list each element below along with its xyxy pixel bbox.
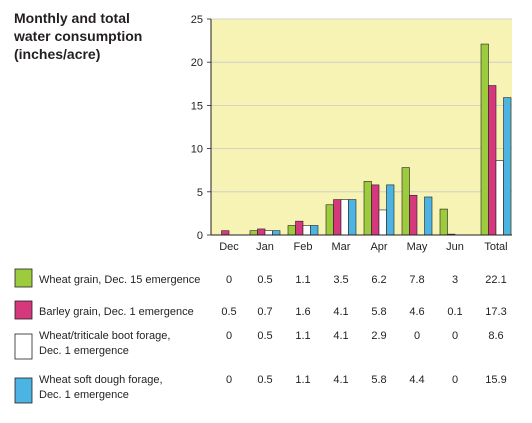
grid-lines	[211, 18, 512, 193]
y-tick-label: 25	[191, 14, 203, 26]
value-label: 2.9	[371, 330, 386, 342]
bar	[424, 196, 433, 236]
bar	[221, 230, 230, 236]
y-axis-ticks: 0 5 10 15 20 25	[191, 14, 211, 242]
value-label: 0.5	[257, 374, 272, 386]
value-label: 4.4	[409, 374, 424, 386]
bar	[495, 160, 504, 236]
legend-label: Wheat/triticale boot forage,	[39, 330, 170, 342]
x-tick-label: Apr	[370, 241, 387, 253]
value-label: 0	[226, 374, 232, 386]
bar	[310, 225, 319, 236]
value-label: 0.1	[447, 306, 462, 318]
bar	[348, 199, 357, 236]
value-label: 5.8	[371, 306, 386, 318]
value-label: 0.5	[257, 330, 272, 342]
bar	[378, 209, 387, 236]
bar	[272, 230, 281, 236]
bar	[363, 181, 372, 236]
x-tick-label: Feb	[294, 241, 313, 253]
value-label: 3.5	[333, 274, 348, 286]
x-tick-label: May	[407, 241, 428, 253]
plot-background	[211, 19, 512, 235]
x-tick-label: Jan	[256, 241, 274, 253]
y-tick-label: 0	[197, 230, 203, 242]
value-label: 1.6	[295, 306, 310, 318]
value-label: 17.3	[485, 306, 506, 318]
bar	[401, 167, 410, 236]
value-label: 0	[226, 274, 232, 286]
value-label: 0	[452, 330, 458, 342]
legend-swatch	[14, 377, 33, 404]
y-tick-label: 5	[197, 187, 203, 199]
value-label: 6.2	[371, 274, 386, 286]
legend-label: Dec. 1 emergence	[39, 345, 129, 357]
bar	[439, 208, 448, 236]
value-label: 15.9	[485, 374, 506, 386]
value-label: 1.1	[295, 374, 310, 386]
legend-swatch	[14, 300, 33, 320]
chart-title: Monthly and total water consumption (inc…	[14, 10, 143, 62]
bar	[302, 225, 311, 236]
y-tick-label: 20	[191, 57, 203, 69]
bar	[340, 199, 349, 236]
bar	[264, 230, 273, 236]
value-label: 0.5	[257, 274, 272, 286]
bar	[480, 43, 489, 236]
value-label: 4.1	[333, 374, 348, 386]
y-tick-label: 15	[191, 100, 203, 112]
bar	[409, 194, 418, 236]
bar	[503, 97, 512, 236]
value-label: 0.7	[257, 306, 272, 318]
x-tick-label: Mar	[332, 241, 351, 253]
y-tick-label: 10	[191, 144, 203, 156]
x-tick-label: Total	[484, 241, 507, 253]
value-label: 4.1	[333, 330, 348, 342]
bar	[488, 85, 497, 236]
value-label: 7.8	[409, 274, 424, 286]
value-label: 3	[452, 274, 458, 286]
bar	[249, 230, 258, 236]
value-label: 5.8	[371, 374, 386, 386]
value-label: 4.1	[333, 306, 348, 318]
bar	[257, 228, 266, 236]
value-label: 0	[414, 330, 420, 342]
legend-swatch	[14, 333, 33, 360]
legend-swatch	[14, 268, 33, 288]
value-label: 0	[452, 374, 458, 386]
value-label: 0.5	[221, 306, 236, 318]
bar	[287, 225, 296, 236]
legend-label: Barley grain, Dec. 1 emergence	[39, 306, 194, 318]
value-label: 1.1	[295, 274, 310, 286]
x-tick-label: Jun	[446, 241, 464, 253]
value-label: 0	[226, 330, 232, 342]
value-label: 22.1	[485, 274, 506, 286]
bars	[221, 43, 512, 236]
bar	[386, 184, 395, 236]
bar	[333, 199, 342, 236]
legend-label: Wheat grain, Dec. 15 emergence	[39, 274, 200, 286]
legend-label: Wheat soft dough forage,	[39, 374, 163, 386]
value-label: 1.1	[295, 330, 310, 342]
x-axis-ticks: Dec Jan Feb Mar Apr May Jun Total	[219, 241, 507, 253]
x-tick-label: Dec	[219, 241, 239, 253]
bar	[325, 204, 334, 236]
legend-table: Wheat grain, Dec. 15 emergence 0 0.5 1.1 3.5…	[14, 268, 507, 404]
legend-label: Dec. 1 emergence	[39, 389, 129, 401]
value-label: 8.6	[488, 330, 503, 342]
bar	[371, 184, 380, 236]
value-label: 4.6	[409, 306, 424, 318]
bar	[295, 220, 304, 236]
